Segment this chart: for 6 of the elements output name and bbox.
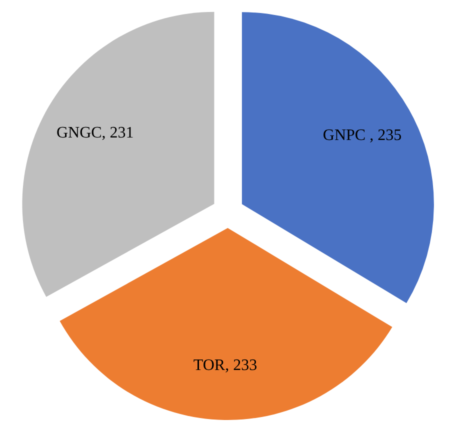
data-label: , 235: [370, 126, 402, 144]
slice-label: GNGC: [56, 124, 102, 142]
slice-label: GNPC: [322, 126, 370, 144]
data-label: , 231: [102, 124, 134, 142]
slice-label: TOR: [193, 356, 226, 374]
data-label: , 233: [225, 356, 258, 374]
